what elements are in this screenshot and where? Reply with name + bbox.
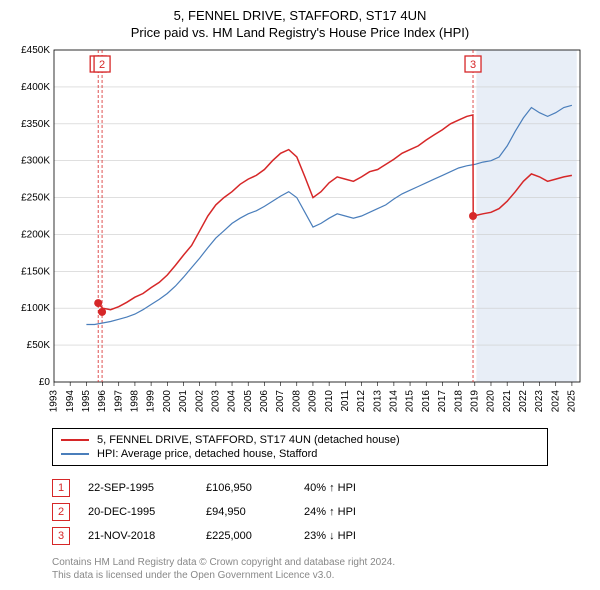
svg-text:£450K: £450K bbox=[21, 45, 50, 56]
svg-text:£150K: £150K bbox=[21, 266, 50, 277]
markers-table: 1 22-SEP-1995 £106,950 40% ↑ HPI 2 20-DE… bbox=[52, 476, 548, 548]
svg-text:1998: 1998 bbox=[130, 390, 141, 413]
svg-text:2011: 2011 bbox=[340, 390, 351, 412]
svg-text:2013: 2013 bbox=[372, 390, 383, 413]
svg-text:2000: 2000 bbox=[162, 390, 173, 413]
chart-titles: 5, FENNEL DRIVE, STAFFORD, ST17 4UN Pric… bbox=[12, 8, 588, 40]
marker-date: 22-SEP-1995 bbox=[88, 482, 188, 494]
svg-text:2009: 2009 bbox=[308, 390, 319, 413]
title-line-1: 5, FENNEL DRIVE, STAFFORD, ST17 4UN bbox=[12, 8, 588, 23]
marker-date: 20-DEC-1995 bbox=[88, 506, 188, 518]
svg-text:£50K: £50K bbox=[27, 340, 51, 351]
svg-text:2019: 2019 bbox=[469, 390, 480, 413]
svg-text:2006: 2006 bbox=[259, 390, 270, 413]
marker-price: £106,950 bbox=[206, 482, 286, 494]
svg-text:2025: 2025 bbox=[567, 390, 578, 413]
svg-text:2001: 2001 bbox=[178, 390, 189, 413]
legend-row: 5, FENNEL DRIVE, STAFFORD, ST17 4UN (det… bbox=[61, 433, 539, 447]
marker-pct: 23% ↓ HPI bbox=[304, 530, 404, 542]
svg-text:3: 3 bbox=[470, 59, 476, 71]
svg-text:1996: 1996 bbox=[97, 390, 108, 413]
svg-text:2021: 2021 bbox=[502, 390, 513, 413]
chart-svg: £0 £50K £100K £150K £200K £250K £300K £350K £400… bbox=[12, 44, 588, 422]
chart-container: 5, FENNEL DRIVE, STAFFORD, ST17 4UN Pric… bbox=[0, 0, 600, 590]
svg-text:£0: £0 bbox=[39, 377, 51, 388]
svg-text:£400K: £400K bbox=[21, 82, 50, 93]
svg-text:£300K: £300K bbox=[21, 156, 50, 167]
svg-text:2: 2 bbox=[99, 59, 105, 71]
legend-label: HPI: Average price, detached house, Staf… bbox=[97, 448, 317, 460]
marker-row: 1 22-SEP-1995 £106,950 40% ↑ HPI bbox=[52, 476, 548, 500]
svg-text:1994: 1994 bbox=[65, 390, 76, 413]
svg-text:£200K: £200K bbox=[21, 229, 50, 240]
marker-pct: 40% ↑ HPI bbox=[304, 482, 404, 494]
marker-badge: 3 bbox=[52, 527, 70, 545]
title-line-2: Price paid vs. HM Land Registry's House … bbox=[12, 25, 588, 40]
legend-box: 5, FENNEL DRIVE, STAFFORD, ST17 4UN (det… bbox=[52, 428, 548, 466]
marker-pct: 24% ↑ HPI bbox=[304, 506, 404, 518]
svg-text:2016: 2016 bbox=[421, 390, 432, 413]
svg-text:1993: 1993 bbox=[49, 390, 60, 413]
legend-label: 5, FENNEL DRIVE, STAFFORD, ST17 4UN (det… bbox=[97, 434, 400, 446]
svg-text:2003: 2003 bbox=[210, 390, 221, 413]
marker-date: 21-NOV-2018 bbox=[88, 530, 188, 542]
svg-text:1999: 1999 bbox=[146, 390, 157, 413]
svg-text:1995: 1995 bbox=[81, 390, 92, 413]
marker-row: 3 21-NOV-2018 £225,000 23% ↓ HPI bbox=[52, 524, 548, 548]
legend-row: HPI: Average price, detached house, Staf… bbox=[61, 447, 539, 461]
svg-text:2004: 2004 bbox=[227, 390, 238, 413]
svg-text:2010: 2010 bbox=[324, 390, 335, 413]
svg-text:£350K: £350K bbox=[21, 119, 50, 130]
marker-row: 2 20-DEC-1995 £94,950 24% ↑ HPI bbox=[52, 500, 548, 524]
svg-text:2005: 2005 bbox=[243, 390, 254, 413]
svg-text:2020: 2020 bbox=[486, 390, 497, 413]
svg-text:2014: 2014 bbox=[389, 390, 400, 413]
svg-text:2002: 2002 bbox=[194, 390, 205, 413]
marker-price: £94,950 bbox=[206, 506, 286, 518]
svg-text:2017: 2017 bbox=[437, 390, 448, 413]
marker-badge: 1 bbox=[52, 479, 70, 497]
svg-text:£250K: £250K bbox=[21, 193, 50, 204]
legend-swatch bbox=[61, 439, 89, 441]
legend-swatch bbox=[61, 453, 89, 455]
svg-text:2015: 2015 bbox=[405, 390, 416, 413]
svg-text:2024: 2024 bbox=[550, 390, 561, 413]
footer-line-1: Contains HM Land Registry data © Crown c… bbox=[52, 556, 548, 569]
svg-text:2008: 2008 bbox=[291, 390, 302, 413]
footer-line-2: This data is licensed under the Open Gov… bbox=[52, 569, 548, 582]
svg-text:2022: 2022 bbox=[518, 390, 529, 413]
svg-text:£100K: £100K bbox=[21, 303, 50, 314]
svg-text:2012: 2012 bbox=[356, 390, 367, 413]
svg-text:2018: 2018 bbox=[453, 390, 464, 413]
chart-plot-area: £0 £50K £100K £150K £200K £250K £300K £350K £400… bbox=[12, 44, 588, 422]
svg-text:1997: 1997 bbox=[113, 390, 124, 413]
svg-text:2023: 2023 bbox=[534, 390, 545, 413]
marker-badge: 2 bbox=[52, 503, 70, 521]
svg-text:2007: 2007 bbox=[275, 390, 286, 413]
footer-attribution: Contains HM Land Registry data © Crown c… bbox=[52, 556, 548, 582]
marker-price: £225,000 bbox=[206, 530, 286, 542]
